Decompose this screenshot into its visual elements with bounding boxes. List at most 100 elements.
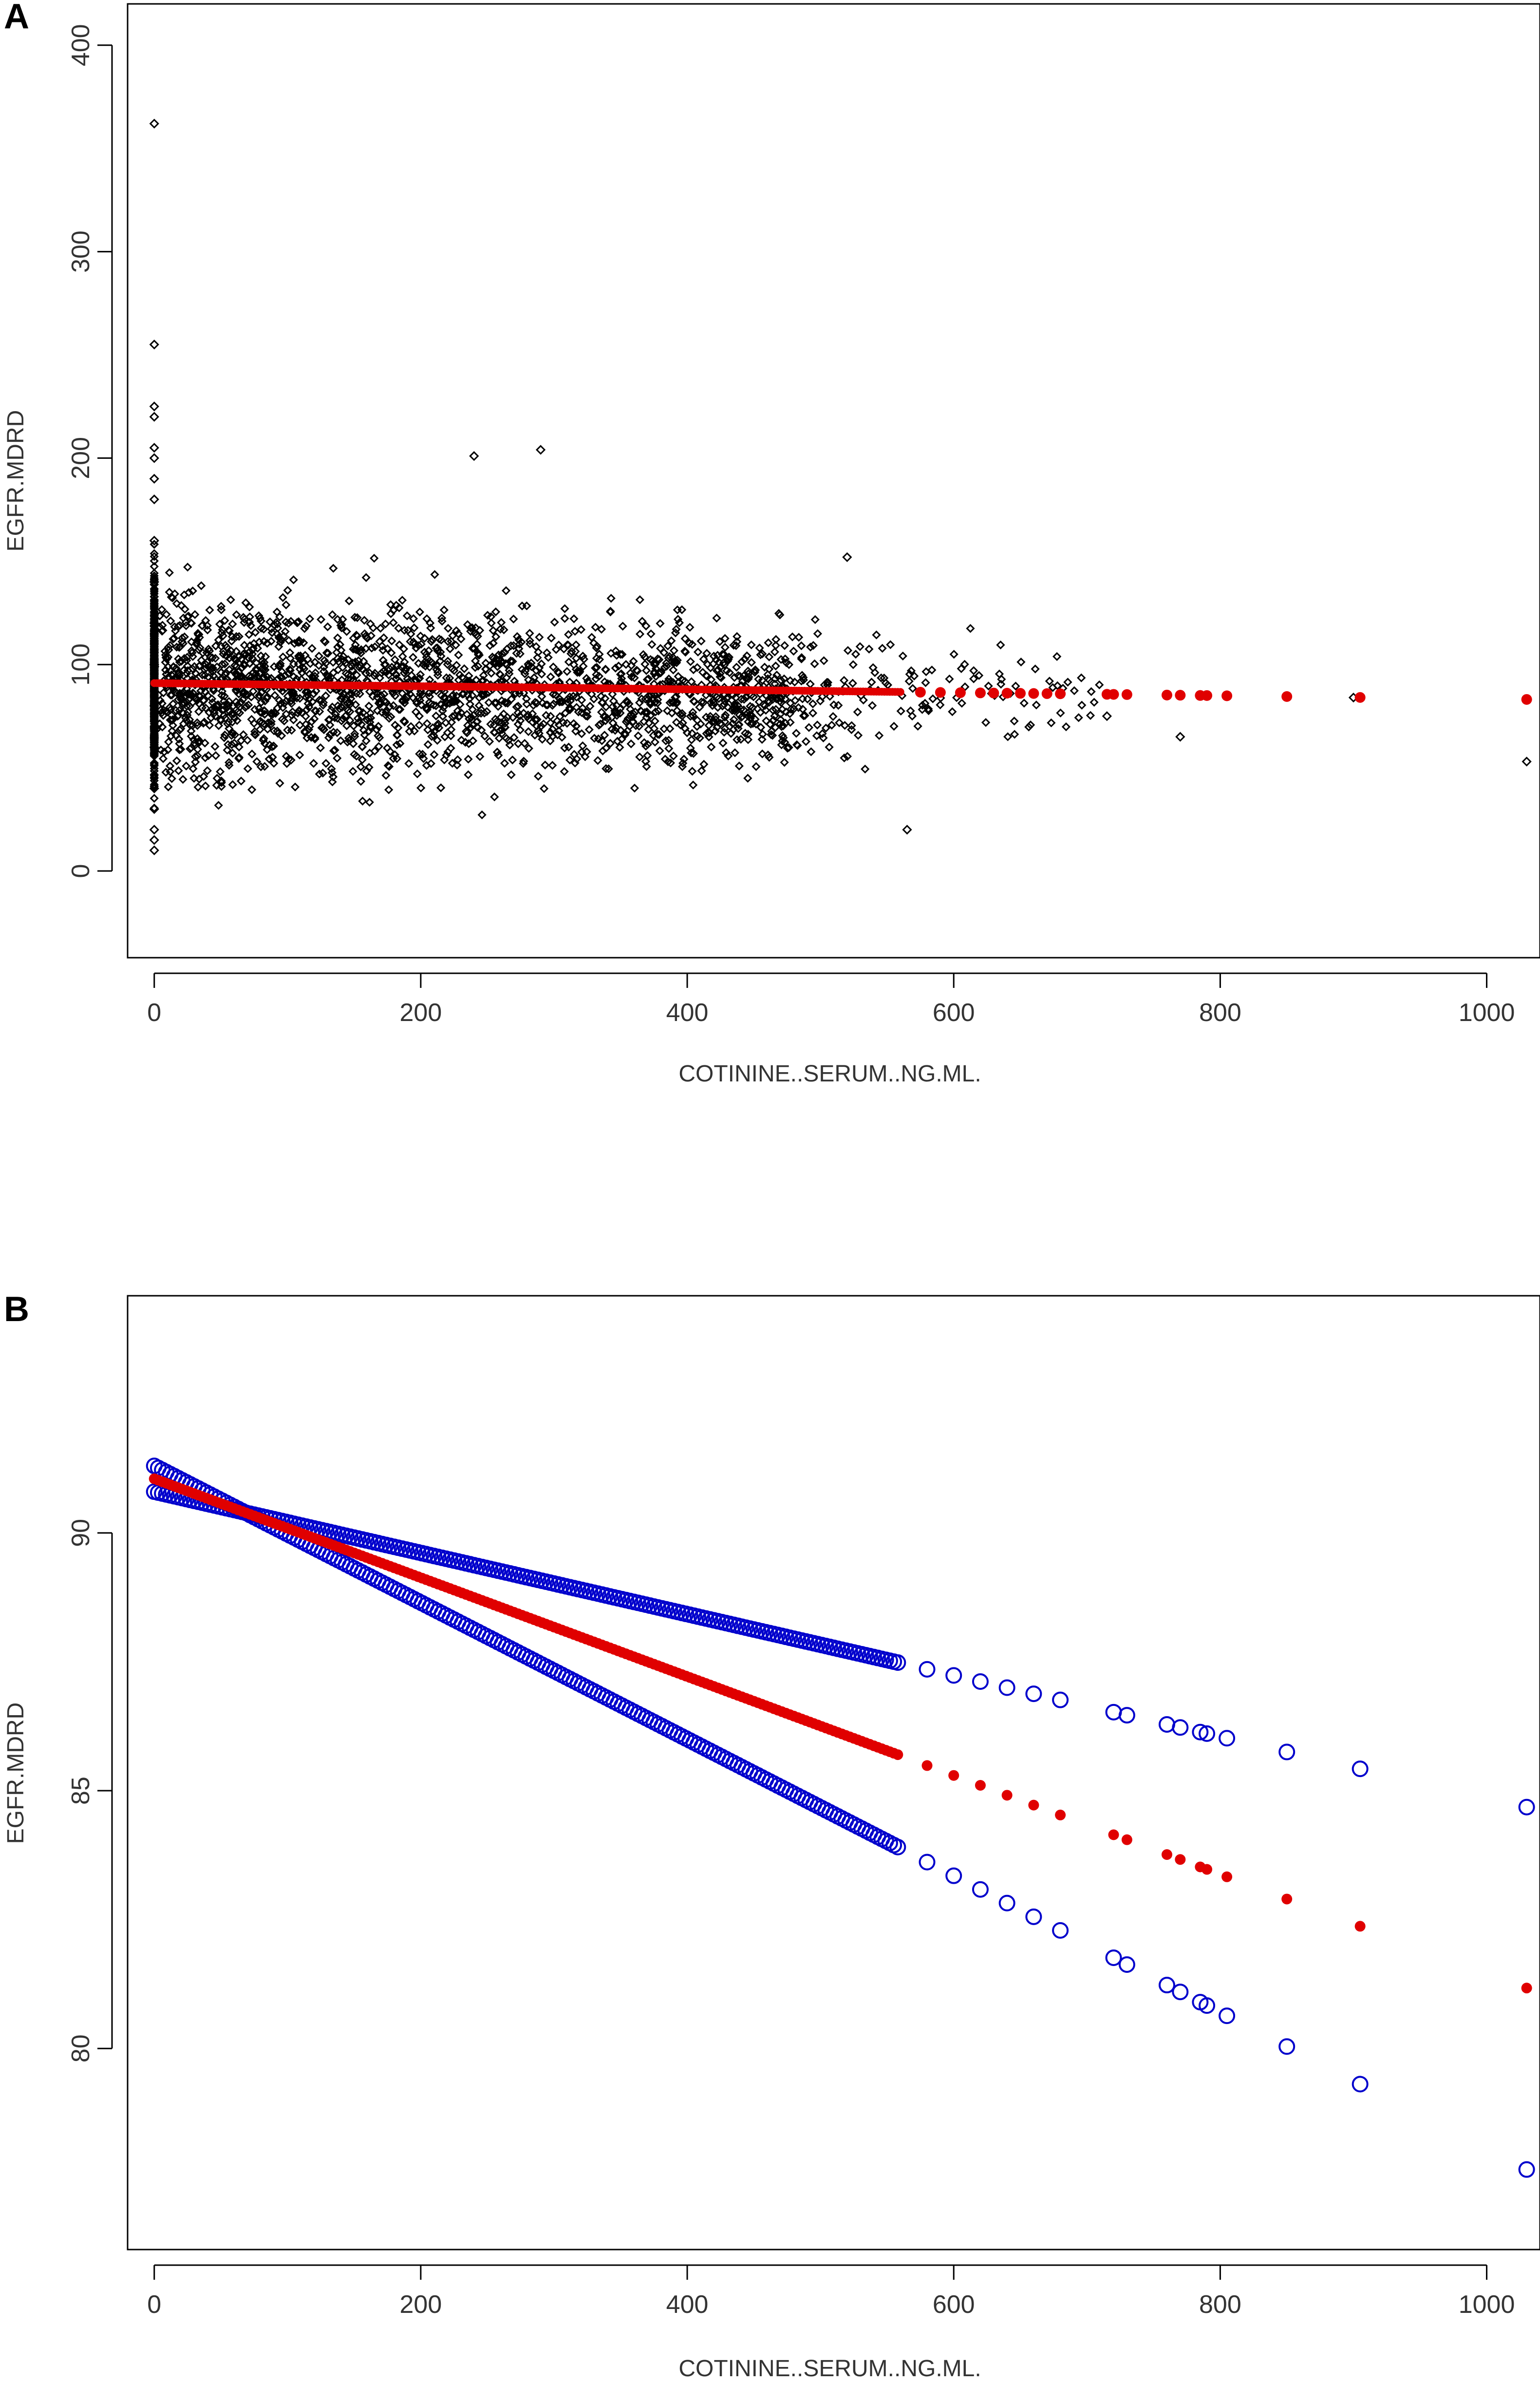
- panel-a-point: [517, 601, 527, 611]
- panel-a-point: [381, 619, 390, 629]
- panel-a-point: [597, 698, 607, 707]
- panel-a-point: [593, 756, 602, 765]
- panel-a-point: [199, 772, 208, 781]
- panel-a-point: [205, 605, 214, 615]
- panel-a-point: [184, 588, 193, 597]
- panel-a-point: [715, 637, 725, 646]
- panel-a-point: [227, 731, 236, 740]
- panel-a-point: [761, 705, 770, 715]
- panel-a-point: [569, 692, 578, 701]
- panel-a-point: [996, 640, 1005, 650]
- panel-a-point: [270, 691, 280, 700]
- panel-a-point: [780, 757, 789, 767]
- panel-a-point: [732, 632, 742, 641]
- panel-a-point: [218, 625, 227, 635]
- panel-a-point: [928, 694, 938, 703]
- panel-a-point: [325, 720, 335, 730]
- panel-b-y-tick-label: 90: [67, 1519, 95, 1547]
- panel-a-point: [743, 735, 753, 744]
- panel-a-point: [194, 699, 204, 708]
- panel-a-point: [524, 661, 533, 670]
- panel-a-fit-point: [1175, 690, 1186, 701]
- panel-a-point: [385, 747, 395, 756]
- panel-a-point: [763, 674, 772, 683]
- panel-a-point: [601, 764, 611, 773]
- panel-a-point: [187, 726, 196, 736]
- panel-a-point: [245, 617, 254, 627]
- panel-a-point: [349, 721, 358, 731]
- panel-a-point: [445, 699, 454, 708]
- panel-a-point: [539, 719, 548, 729]
- panel-a-point: [847, 721, 856, 730]
- panel-a-point: [786, 704, 796, 714]
- panel-a-point: [480, 708, 489, 718]
- panel-a-outlier: [535, 445, 546, 455]
- panel-a-point: [259, 719, 269, 729]
- panel-a-point: [615, 743, 624, 752]
- panel-a-point: [430, 570, 439, 579]
- panel-a-point: [150, 760, 159, 769]
- panel-a-point: [799, 673, 808, 682]
- panel-a-point: [741, 692, 751, 702]
- panel-a-point: [597, 624, 606, 634]
- panel-a-point: [672, 624, 681, 634]
- panel-a-point: [664, 744, 674, 753]
- panel-a-point: [381, 698, 391, 707]
- panel-a-point: [669, 751, 678, 761]
- panel-a-point: [724, 751, 733, 761]
- panel-a-point: [636, 706, 645, 716]
- panel-a-point: [945, 674, 954, 683]
- panel-a-point: [537, 692, 546, 701]
- panel-a-point: [161, 650, 170, 660]
- panel-a-point: [1077, 673, 1086, 682]
- panel-a-point: [300, 727, 310, 736]
- panel-a-point: [737, 657, 747, 666]
- panel-a-outlier: [469, 451, 479, 461]
- panel-a-point: [848, 679, 857, 688]
- panel-a-point: [788, 632, 797, 642]
- panel-a-point: [571, 726, 581, 736]
- panel-a-point: [348, 767, 357, 776]
- panel-a-point: [274, 662, 283, 671]
- panel-a-point: [442, 673, 451, 682]
- panel-a-point: [574, 707, 583, 717]
- panel-a-point: [322, 670, 331, 680]
- panel-a-point: [644, 691, 654, 700]
- panel-a-point: [357, 664, 367, 674]
- panel-a-point: [648, 656, 657, 665]
- panel-a-point: [421, 703, 431, 712]
- panel-a-point: [455, 670, 465, 680]
- panel-a-point: [240, 641, 249, 650]
- panel-a-point: [786, 676, 795, 685]
- panel-b-fit-point: [1001, 1790, 1013, 1801]
- panel-b-x-axis-title: COTININE..SERUM..NG.ML.: [678, 2356, 981, 2382]
- panel-a-point: [767, 727, 776, 736]
- panel-a-point: [250, 730, 259, 739]
- panel-a-point: [687, 748, 696, 757]
- panel-a-point: [1032, 700, 1041, 710]
- panel-a-point: [789, 646, 798, 656]
- panel-a-point: [300, 624, 309, 633]
- panel-a-point: [416, 640, 426, 649]
- panel-a-point: [634, 731, 643, 740]
- panel-a-point: [517, 638, 526, 647]
- panel-a-point: [237, 654, 246, 664]
- panel-a-point: [671, 656, 680, 665]
- panel-a-point: [689, 665, 698, 674]
- panel-b-fit-point: [975, 1780, 986, 1791]
- panel-a-point: [166, 767, 175, 776]
- panel-a-point: [288, 687, 298, 697]
- panel-a-point: [228, 619, 237, 629]
- panel-a-point: [704, 732, 714, 741]
- panel-a-point: [797, 641, 806, 650]
- panel-a-point: [686, 743, 695, 753]
- panel-a-point: [226, 709, 236, 719]
- panel-a-point: [376, 624, 385, 633]
- panel-a-point: [680, 634, 690, 643]
- panel-a-point: [201, 781, 210, 791]
- panel-a-point: [406, 629, 415, 639]
- panel-a-point: [258, 665, 268, 675]
- panel-a-point: [236, 698, 245, 707]
- panel-a-point: [996, 680, 1006, 689]
- panel-a-point: [468, 736, 478, 745]
